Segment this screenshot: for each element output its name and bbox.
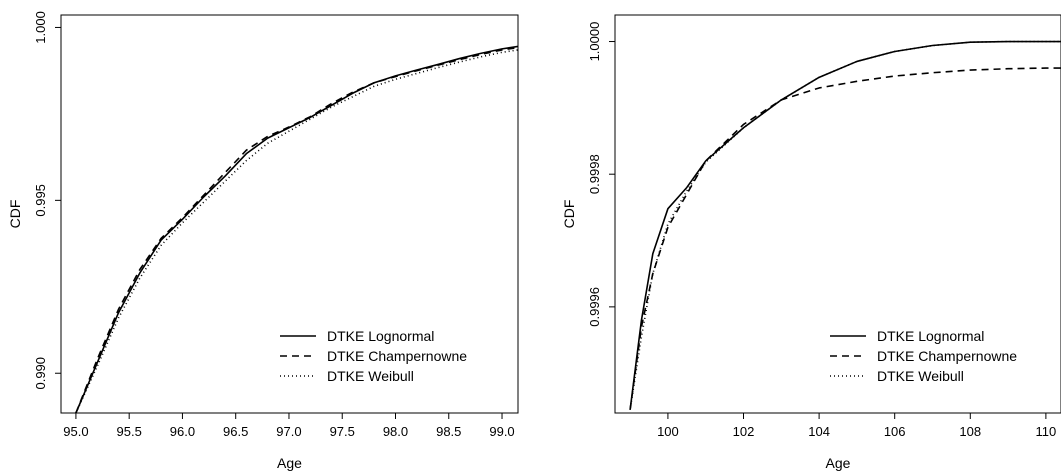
y-axis-title: CDF [561,200,577,229]
x-tick-label: 95.0 [63,424,88,439]
y-tick-label: 0.9998 [587,154,602,194]
x-tick-label: 95.5 [117,424,142,439]
y-axis-title: CDF [7,200,23,229]
legend-label: DTKE Lognormal [327,328,434,344]
x-tick-label: 108 [959,424,981,439]
x-tick-label: 104 [808,424,830,439]
legend-label: DTKE Champernowne [327,348,467,364]
legend: DTKE Lognormal DTKE Champernowne DTKE Weib… [280,328,467,384]
series-line-dtke-weibull [75,49,518,413]
legend-label: DTKE Lognormal [877,328,984,344]
series-group [629,40,1061,410]
x-tick-label: 106 [884,424,906,439]
x-tick-label: 110 [1036,424,1057,439]
legend: DTKE Lognormal DTKE Champernowne DTKE Weib… [830,328,1017,384]
x-axis-title: Age [826,455,851,471]
x-tick-label: 96.5 [223,424,248,439]
x-tick-label: 97.0 [276,424,301,439]
series-line-dtke-champernowne [629,67,1061,410]
plot-frame [60,14,519,414]
y-tick-label: 0.995 [33,184,48,217]
plot-frame [614,14,1061,414]
y-tick-label: 1.0000 [587,22,602,62]
x-tick-label: 98.5 [436,424,461,439]
legend-label: DTKE Champernowne [877,348,1017,364]
chart-panel-1: 95.0 95.5 96.0 96.5 97.0 97.5 98.0 98.5 99.0 0.99… [7,11,519,471]
series-line-dtke-champernowne [75,46,518,413]
x-tick-label: 102 [733,424,755,439]
x-tick-label: 100 [657,424,679,439]
x-axis-title: Age [277,455,302,471]
legend-label: DTKE Weibull [327,368,414,384]
y-tick-label: 0.990 [33,357,48,390]
series-line-dtke-lognormal [629,40,1061,410]
y-tick-label: 0.9996 [587,287,602,327]
x-tick-label: 98.0 [383,424,408,439]
x-tick-label: 96.0 [170,424,195,439]
x-tick-label: 99.0 [489,424,514,439]
chart-panel-2: 100 102 104 106 108 110 0.9996 0.9998 1.0000 Age C… [561,14,1061,471]
x-tick-label: 97.5 [330,424,355,439]
y-tick-label: 1.000 [33,11,48,44]
legend-label: DTKE Weibull [877,368,964,384]
series-group [75,45,518,413]
